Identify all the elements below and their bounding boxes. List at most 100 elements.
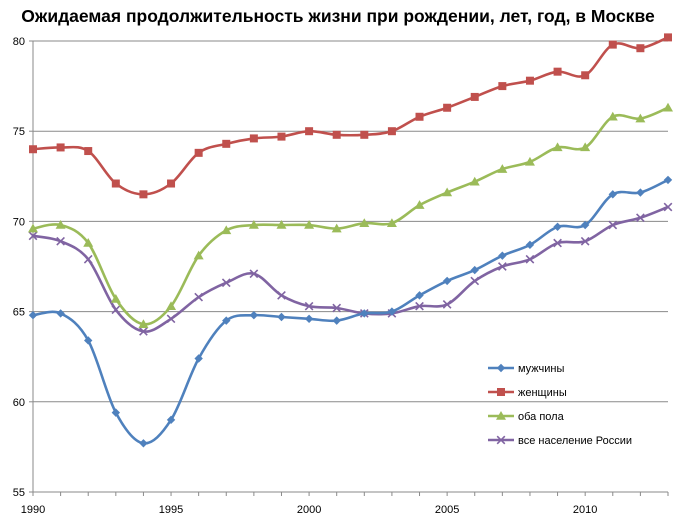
legend-swatch-marker	[497, 388, 505, 396]
y-tick-label: 75	[13, 126, 25, 138]
data-point	[277, 132, 286, 141]
data-point	[663, 175, 673, 185]
data-point	[84, 336, 93, 345]
data-point	[304, 220, 315, 229]
y-tick-label: 65	[13, 307, 25, 319]
data-point	[552, 142, 563, 152]
y-tick-label: 80	[13, 36, 25, 48]
data-point	[580, 220, 590, 230]
data-point	[497, 164, 508, 173]
data-point	[498, 82, 507, 91]
data-point	[221, 278, 231, 288]
y-tick-label: 55	[13, 487, 25, 499]
data-point	[525, 76, 534, 85]
data-point	[55, 220, 66, 229]
data-point	[111, 179, 120, 188]
legend-item: все население России	[488, 435, 632, 447]
data-point	[332, 303, 342, 313]
data-point	[442, 187, 453, 197]
legend-label: все население России	[518, 435, 632, 447]
data-point	[442, 276, 452, 286]
data-point	[443, 103, 452, 112]
data-point	[84, 147, 93, 156]
data-point	[249, 269, 259, 279]
data-point	[387, 307, 397, 316]
data-point	[524, 156, 535, 166]
data-point	[166, 301, 177, 310]
data-point	[553, 238, 562, 248]
data-point	[497, 262, 507, 271]
legend-swatch-marker	[496, 435, 506, 445]
data-point	[636, 213, 645, 223]
legend-swatch-marker	[496, 363, 506, 373]
series-4	[28, 202, 673, 336]
legend-swatch-marker	[496, 411, 506, 420]
data-point	[332, 316, 341, 325]
data-point	[636, 188, 645, 197]
data-point	[83, 254, 93, 264]
chart-title: Ожидаемая продолжительность жизни при ро…	[21, 6, 655, 26]
data-point	[636, 44, 645, 53]
data-point	[663, 102, 673, 112]
data-point	[249, 311, 259, 320]
data-point	[387, 127, 396, 136]
legend-label: женщины	[518, 387, 567, 399]
data-point	[249, 134, 258, 143]
data-point	[222, 316, 231, 325]
data-point	[29, 145, 37, 154]
series-1	[28, 175, 673, 448]
data-point	[166, 314, 176, 324]
data-point	[415, 301, 424, 311]
data-point	[222, 139, 231, 148]
data-point	[663, 202, 673, 212]
series-line	[32, 36, 669, 196]
axis-layer: 55 60 65 70 75 80 1990 1995 2000 2005 2010	[13, 36, 669, 516]
data-point	[607, 111, 618, 121]
data-point	[525, 240, 535, 250]
data-point	[360, 130, 369, 139]
y-tick-label: 70	[13, 216, 25, 228]
data-point	[470, 92, 479, 101]
legend-label: оба пола	[518, 411, 565, 423]
legend-item: оба пола	[488, 411, 565, 423]
data-point	[221, 225, 232, 235]
x-tick-label: 2005	[435, 504, 459, 516]
data-point	[580, 142, 591, 152]
data-point	[28, 231, 38, 241]
data-point	[386, 218, 397, 227]
legend: мужчины женщины оба пола все население Росс…	[488, 363, 632, 447]
data-point	[194, 148, 203, 157]
x-tick-label: 1990	[21, 504, 45, 516]
data-point	[138, 319, 149, 328]
data-point	[139, 190, 148, 199]
data-point	[110, 293, 121, 303]
data-point	[56, 143, 65, 152]
data-point	[139, 327, 148, 336]
series-line	[32, 106, 669, 326]
data-point	[83, 238, 94, 247]
data-point	[525, 254, 535, 264]
data-point	[305, 127, 314, 136]
data-point	[498, 251, 507, 260]
data-point	[360, 309, 369, 318]
data-point	[277, 312, 286, 322]
data-point	[608, 40, 617, 49]
data-point	[139, 439, 148, 448]
data-point	[470, 265, 479, 275]
data-point	[194, 292, 204, 302]
data-point	[553, 67, 562, 76]
legend-item: женщины	[488, 387, 567, 399]
data-point	[193, 250, 204, 260]
series-layer	[28, 33, 673, 448]
data-point	[581, 71, 590, 80]
data-point	[470, 276, 480, 286]
data-point	[166, 415, 176, 425]
data-point	[332, 130, 341, 139]
data-point	[469, 176, 480, 186]
data-point	[553, 222, 562, 232]
x-tick-label: 1995	[159, 504, 183, 516]
data-point	[304, 301, 314, 311]
x-tick-label: 2000	[297, 504, 321, 516]
data-point	[276, 220, 287, 229]
data-point	[415, 112, 424, 121]
